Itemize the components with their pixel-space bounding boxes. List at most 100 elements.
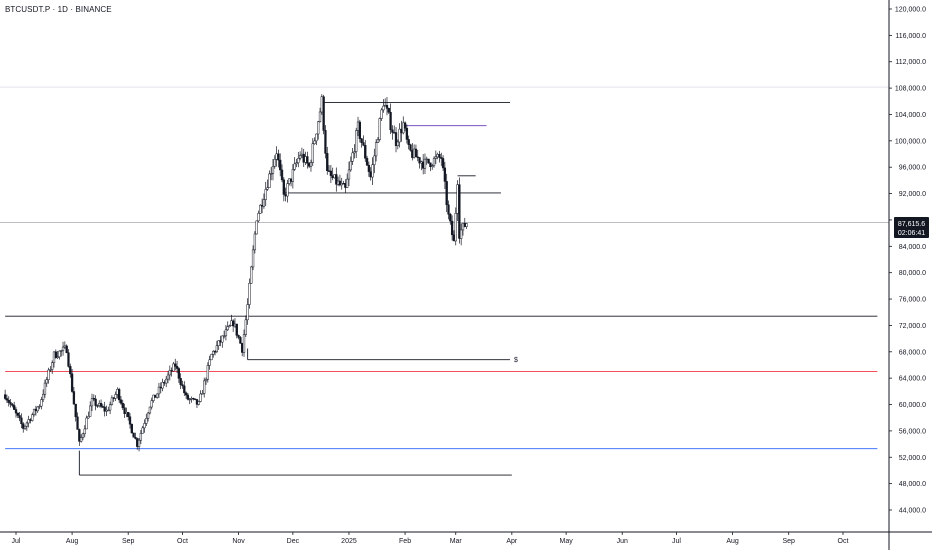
candle-body-up <box>157 386 161 395</box>
candle-body-up <box>311 143 314 163</box>
candle <box>385 97 389 116</box>
candle <box>271 159 275 181</box>
candle-body-up <box>436 154 439 158</box>
candle-body-down <box>121 402 124 408</box>
candle-body-up <box>204 379 208 382</box>
candle <box>376 136 380 143</box>
candle <box>458 177 461 244</box>
candle-body-down <box>391 129 394 133</box>
candle-body-up <box>32 408 36 415</box>
candle <box>94 395 97 411</box>
candle-body-down <box>101 406 105 408</box>
candle-body-up <box>288 178 291 184</box>
price-tick-label: 44,000.0 <box>899 508 926 515</box>
candle-body-down <box>239 337 242 344</box>
candle-body-up <box>63 345 67 348</box>
candle <box>31 412 34 422</box>
candle-body-up <box>336 180 340 185</box>
candle <box>208 355 211 370</box>
candle <box>425 156 428 165</box>
candle <box>201 390 204 395</box>
candle <box>248 278 251 309</box>
candle <box>72 386 76 405</box>
candle <box>436 152 439 160</box>
candle <box>257 210 260 223</box>
candle-body-up <box>340 183 343 186</box>
candle <box>199 390 202 403</box>
candle <box>336 176 340 187</box>
candle <box>87 411 90 419</box>
candle <box>172 361 175 372</box>
candle-body-up <box>190 398 193 400</box>
candle <box>108 401 112 415</box>
candle <box>34 405 38 416</box>
candle-body-up <box>166 374 170 380</box>
candle <box>250 265 253 284</box>
candle <box>275 146 278 167</box>
candle-body-up <box>139 433 143 441</box>
candle-body-up <box>351 152 354 162</box>
candle-body-down <box>449 214 452 222</box>
candle-body-up <box>165 378 168 384</box>
candle <box>213 350 217 356</box>
candle <box>49 366 52 373</box>
candle <box>412 144 416 159</box>
candle-body-up <box>168 370 171 376</box>
time-tick-label: Mar <box>450 538 463 545</box>
candle <box>318 107 322 123</box>
candle <box>90 393 94 412</box>
candle-body-up <box>425 158 428 161</box>
candle-body-down <box>69 366 72 375</box>
candle-body-up <box>349 160 352 171</box>
candle-body-up <box>87 416 90 419</box>
candle-body-down <box>280 169 284 181</box>
candle <box>347 161 351 187</box>
candle-body-up <box>107 409 110 412</box>
candle-body-down <box>308 163 311 167</box>
candle-body-down <box>284 194 287 197</box>
candle <box>74 403 77 422</box>
candle-body-up <box>233 323 237 327</box>
candle-body-up <box>382 105 385 111</box>
candle <box>143 419 146 433</box>
candle-body-up <box>152 394 155 401</box>
candle <box>237 334 240 340</box>
candle-body-up <box>222 335 226 337</box>
candle-body-up <box>114 394 117 399</box>
candle <box>268 170 271 188</box>
candle <box>449 212 452 225</box>
candle <box>445 173 448 213</box>
candle-body-up <box>56 356 59 359</box>
candle-body-down <box>237 335 240 338</box>
candle <box>23 425 27 430</box>
candle-body-up <box>318 111 322 122</box>
price-tick-label: 84,000.0 <box>899 244 926 251</box>
candle-body-down <box>445 181 448 206</box>
candle <box>156 393 159 399</box>
candle <box>36 406 39 413</box>
candle <box>450 215 454 241</box>
candle-body-up <box>31 414 34 421</box>
candle-body-down <box>322 96 325 131</box>
candle <box>308 162 311 169</box>
candle-body-down <box>443 167 447 182</box>
price-tick-label: 52,000.0 <box>899 455 926 462</box>
candle <box>51 360 54 375</box>
candle <box>221 335 224 348</box>
time-tick-label: Aug <box>66 538 79 545</box>
candle <box>280 164 284 183</box>
candle <box>3 389 7 401</box>
candle-body-down <box>344 183 347 188</box>
candle <box>311 138 314 166</box>
candle <box>121 399 124 410</box>
candle-body-down <box>127 411 130 418</box>
candle-body-up <box>105 409 108 412</box>
candle-body-up <box>264 188 267 200</box>
candle <box>298 151 302 161</box>
candle-body-down <box>170 370 173 372</box>
candle <box>166 371 170 384</box>
candle-body-up <box>262 199 266 207</box>
candle <box>291 164 295 189</box>
